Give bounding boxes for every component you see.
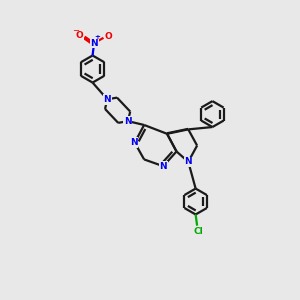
Text: N: N <box>103 95 111 104</box>
Text: −: − <box>72 26 79 35</box>
Text: N: N <box>90 39 98 48</box>
Text: Cl: Cl <box>193 227 203 236</box>
Text: N: N <box>124 117 132 126</box>
Text: N: N <box>184 157 192 166</box>
Text: N: N <box>130 138 137 147</box>
Text: +: + <box>95 34 100 40</box>
Text: N: N <box>159 162 167 171</box>
Text: O: O <box>76 31 83 40</box>
Text: O: O <box>105 32 113 41</box>
